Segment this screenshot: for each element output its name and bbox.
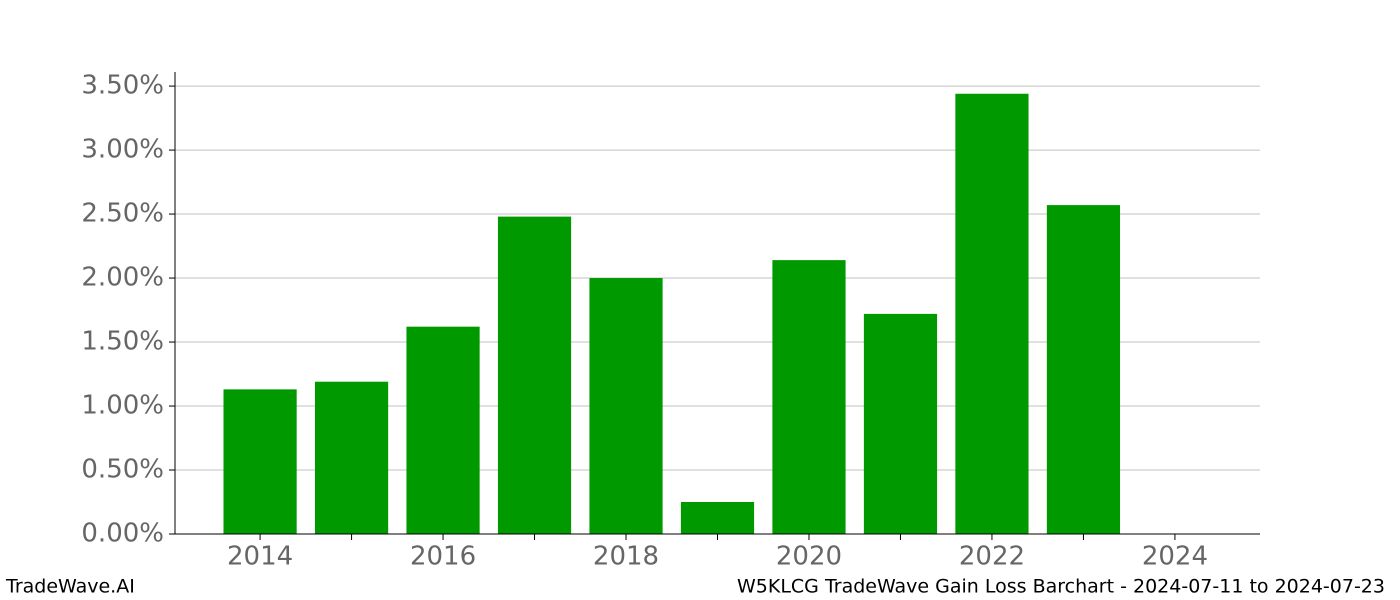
y-tick-label: 3.50% — [81, 71, 164, 101]
bar — [406, 326, 480, 534]
bar — [223, 389, 297, 534]
y-tick-label: 1.50% — [81, 327, 164, 357]
chart-title: W5KLCG TradeWave Gain Loss Barchart - 20… — [737, 576, 1385, 598]
x-tick-label: 2020 — [776, 542, 842, 572]
watermark: TradeWave.AI — [5, 576, 135, 598]
x-tick-label: 2024 — [1142, 542, 1208, 572]
bar — [863, 313, 938, 534]
y-tick-label: 0.50% — [81, 455, 164, 485]
bar — [680, 502, 755, 534]
bar — [589, 278, 663, 534]
x-tick-label: 2018 — [593, 542, 659, 572]
y-tick-label: 0.00% — [81, 519, 164, 549]
y-tick-label: 3.00% — [81, 135, 164, 165]
bar — [314, 381, 389, 534]
bar — [955, 93, 1029, 535]
x-tick-label: 2022 — [959, 542, 1025, 572]
x-tick-label: 2014 — [227, 542, 293, 572]
bar — [497, 216, 572, 534]
y-tick-label: 2.00% — [81, 263, 164, 293]
bar — [1046, 205, 1121, 534]
y-tick-label: 1.00% — [81, 391, 164, 421]
x-tick-label: 2016 — [410, 542, 476, 572]
bar — [772, 260, 846, 534]
y-tick-label: 2.50% — [81, 199, 164, 229]
